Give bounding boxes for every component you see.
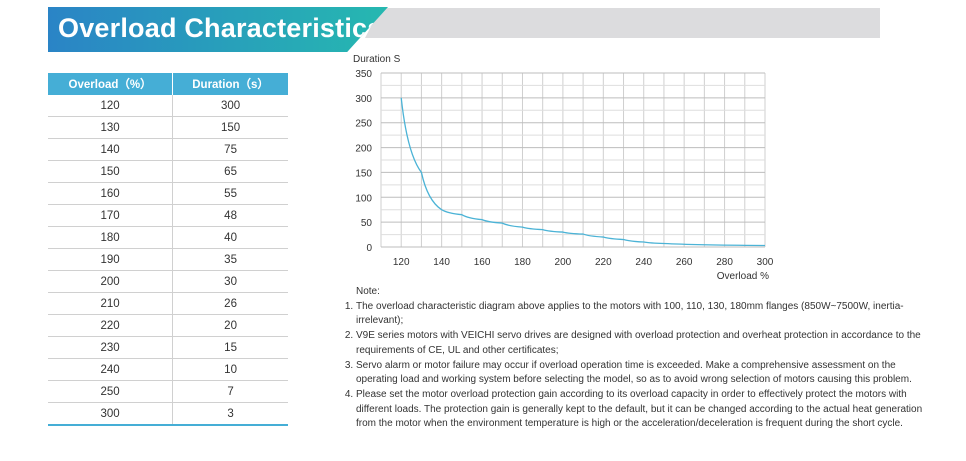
duration-cell: 15 (172, 336, 288, 359)
duration-cell: 10 (172, 358, 288, 381)
title-banner: Overload Characteristics (48, 7, 388, 52)
overload-table: Overload（%） Duration（s） 120 300 130 150 140 7… (48, 73, 288, 426)
x-tick-label: 200 (555, 257, 572, 268)
duration-cell: 35 (172, 248, 288, 271)
notes: Note: The overload characteristic diagra… (342, 285, 927, 432)
table-row: 250 7 (48, 380, 288, 403)
note-item: Servo alarm or motor failure may occur i… (356, 359, 927, 388)
overload-cell: 150 (48, 160, 174, 183)
table-row: 210 26 (48, 292, 288, 315)
table-row: 220 20 (48, 314, 288, 337)
overload-cell: 170 (48, 204, 174, 227)
overload-cell: 140 (48, 138, 174, 161)
y-axis-label: Duration S (353, 54, 401, 65)
duration-cell: 26 (172, 292, 288, 315)
table-row: 150 65 (48, 160, 288, 183)
y-tick-label: 50 (361, 218, 373, 229)
x-tick-label: 220 (595, 257, 612, 268)
table-row: 120 300 (48, 95, 288, 117)
duration-cell: 55 (172, 182, 288, 205)
table-row: 180 40 (48, 226, 288, 249)
overload-cell: 160 (48, 182, 174, 205)
y-tick-label: 250 (355, 119, 372, 130)
duration-cell: 30 (172, 270, 288, 293)
x-tick-label: 180 (514, 257, 531, 268)
header-duration: Duration（s） (172, 73, 288, 95)
x-axis-label: Overload % (717, 271, 769, 282)
overload-cell: 200 (48, 270, 174, 293)
overload-cell: 250 (48, 380, 174, 403)
x-tick-label: 160 (474, 257, 491, 268)
x-tick-label: 240 (635, 257, 652, 268)
y-tick-label: 200 (355, 144, 372, 155)
duration-cell: 300 (172, 95, 288, 117)
table-row: 300 3 (48, 402, 288, 426)
series-line-duration (400, 97, 766, 247)
overload-cell: 180 (48, 226, 174, 249)
overload-cell: 220 (48, 314, 174, 337)
table-row: 240 10 (48, 358, 288, 381)
overload-cell: 210 (48, 292, 174, 315)
overload-cell: 230 (48, 336, 174, 359)
note-item: Please set the motor overload protection… (356, 388, 927, 432)
y-tick-label: 0 (366, 243, 372, 254)
duration-cell: 65 (172, 160, 288, 183)
page-title: Overload Characteristics (58, 13, 383, 43)
table-row: 160 55 (48, 182, 288, 205)
table-row: 190 35 (48, 248, 288, 271)
x-tick-label: 300 (757, 257, 774, 268)
table-row: 230 15 (48, 336, 288, 359)
header-overload: Overload（%） (48, 73, 174, 95)
duration-cell: 150 (172, 116, 288, 139)
notes-heading: Note: (356, 286, 380, 297)
overload-cell: 240 (48, 358, 174, 381)
table-row: 130 150 (48, 116, 288, 139)
y-tick-label: 150 (355, 168, 372, 179)
duration-cell: 3 (172, 402, 288, 426)
x-tick-label: 260 (676, 257, 693, 268)
table-row: 200 30 (48, 270, 288, 293)
overload-cell: 120 (48, 95, 174, 117)
table-row: 140 75 (48, 138, 288, 161)
overload-chart: 0 50 100 150 200 250 300 350 120 140 160 180 200 220 2… (353, 54, 774, 282)
duration-cell: 48 (172, 204, 288, 227)
y-tick-label: 350 (355, 69, 372, 80)
y-tick-label: 100 (355, 193, 372, 204)
note-item: The overload characteristic diagram abov… (356, 300, 927, 329)
duration-cell: 7 (172, 380, 288, 403)
duration-cell: 75 (172, 138, 288, 161)
x-tick-label: 140 (433, 257, 450, 268)
overload-cell: 190 (48, 248, 174, 271)
table-row: 170 48 (48, 204, 288, 227)
overload-cell: 130 (48, 116, 174, 139)
x-tick-label: 120 (393, 257, 410, 268)
header-decoration-bar (365, 8, 880, 38)
y-tick-label: 300 (355, 94, 372, 105)
x-tick-label: 280 (716, 257, 733, 268)
duration-cell: 20 (172, 314, 288, 337)
note-item: V9E series motors with VEICHI servo driv… (356, 329, 927, 358)
duration-cell: 40 (172, 226, 288, 249)
overload-cell: 300 (48, 402, 174, 426)
